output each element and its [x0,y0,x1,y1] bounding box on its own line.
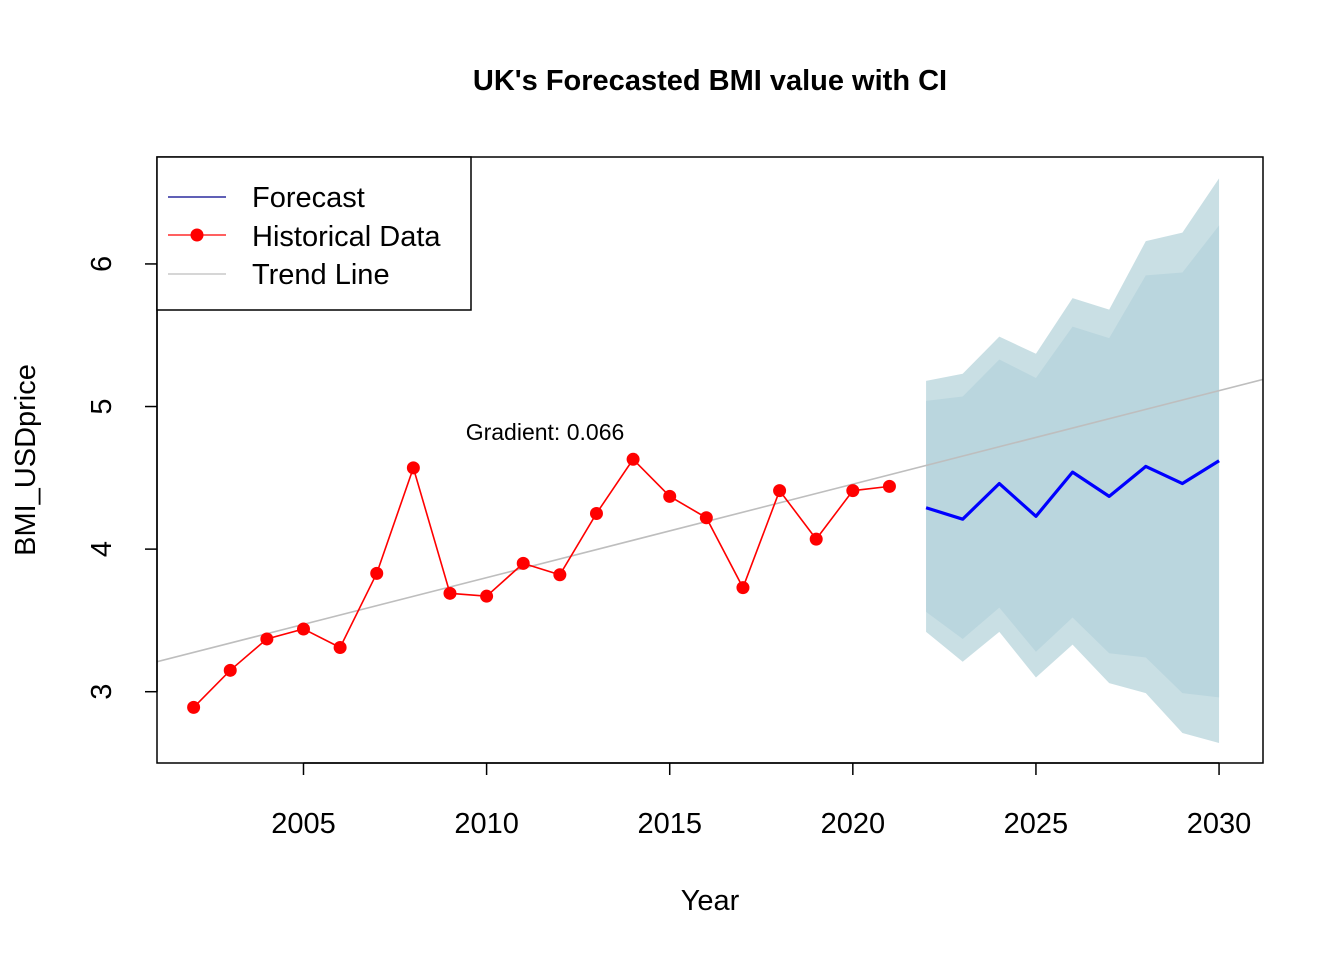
ci-80-band [926,225,1220,698]
x-tick-label: 2020 [821,808,886,840]
historical-point [333,641,347,655]
historical-point [589,506,603,520]
legend-historical-point [190,228,204,242]
x-tick-label: 2005 [271,808,336,840]
historical-line [193,458,890,708]
historical-point [846,484,860,498]
historical-point [370,566,384,580]
historical-point [699,511,713,525]
forecast-line-path [925,459,1220,521]
historical-point [773,484,787,498]
historical-point [443,586,457,600]
historical-point [553,568,567,582]
legend-forecast-label: Forecast [252,182,365,214]
legend: Forecast Historical Data Trend Line [156,156,472,311]
y-axis-label: BMI_USDprice [10,364,42,556]
historical-point [260,632,274,646]
chart-title: UK's Forecasted BMI value with CI [473,65,947,97]
historical-point [223,663,237,677]
historical-point [663,489,677,503]
x-axis: 2005 2010 2015 2020 2025 2030 [271,762,1252,840]
plot-region [157,178,1263,744]
x-tick-label: 2030 [1187,808,1252,840]
y-tick-label: 4 [86,541,118,557]
historical-point [809,532,823,546]
legend-trend-label: Trend Line [252,259,390,291]
y-tick-label: 6 [86,256,118,272]
historical-point [626,452,640,466]
legend-historical-label: Historical Data [252,221,441,253]
legend-box [156,156,472,311]
y-axis: 3 4 5 6 [86,256,158,700]
x-tick-label: 2015 [637,808,702,840]
historical-point [882,479,896,493]
historical-point [296,622,310,636]
historical-points [187,452,896,714]
ci-80-area [926,225,1220,698]
historical-point [736,581,750,595]
x-tick-label: 2010 [454,808,519,840]
historical-point [480,589,494,603]
y-tick-label: 5 [86,398,118,414]
gradient-annotation: Gradient: 0.066 [466,419,625,445]
historical-point [187,700,201,714]
x-tick-label: 2025 [1004,808,1069,840]
y-tick-label: 3 [86,684,118,700]
historical-point [516,556,530,570]
x-axis-label: Year [681,885,740,917]
historical-point [406,461,420,475]
forecast-line [925,459,1220,521]
historical-line-path [193,458,890,708]
